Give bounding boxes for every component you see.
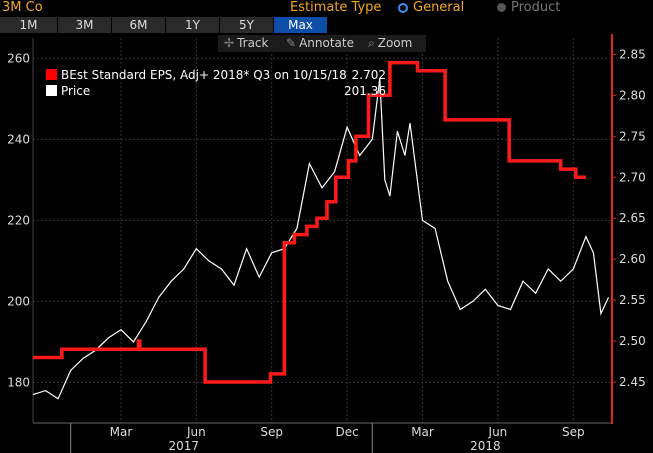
pencil-icon: ✎	[286, 36, 297, 50]
x-tick-label: Mar	[411, 425, 434, 439]
left-tick-label: 200	[7, 294, 30, 308]
x-year-label: 2017	[169, 439, 200, 453]
x-tick-label: Jun	[186, 425, 206, 439]
legend-price: Price 201.36	[46, 84, 386, 98]
right-tick-label: 2.75	[619, 129, 646, 143]
radio-product-icon[interactable]	[497, 3, 506, 12]
estimate-type-label: Estimate Type	[290, 0, 382, 15]
right-tick-label: 2.65	[619, 211, 646, 225]
tab-1y[interactable]: 1Y	[166, 17, 219, 33]
x-tick-label: Sep	[562, 425, 585, 439]
range-tabs: 1M 3M 6M 1Y 5Y Max	[0, 17, 328, 34]
left-tick-label: 240	[7, 132, 30, 146]
x-tick-label: Dec	[336, 425, 359, 439]
right-tick-label: 2.50	[619, 334, 646, 348]
legend-eps-name: BEst Standard EPS, Adj+ 2018* Q3 on 10/1…	[61, 68, 347, 82]
legend-price-swatch	[46, 85, 57, 96]
left-tick-label: 180	[7, 375, 30, 389]
magnifier-icon: ⌕	[368, 36, 375, 50]
tab-1m[interactable]: 1M	[0, 17, 57, 33]
right-tick-label: 2.80	[619, 88, 646, 102]
zoom-tool[interactable]: ⌕ Zoom	[368, 36, 412, 51]
x-tick-label: Mar	[110, 425, 133, 439]
radio-general-icon[interactable]	[398, 3, 408, 13]
tab-max[interactable]: Max	[274, 17, 327, 33]
eps-series-line	[33, 60, 586, 384]
right-tick-label: 2.60	[619, 252, 646, 266]
security-title: 3M Co	[2, 0, 43, 15]
left-tick-label: 220	[7, 213, 30, 227]
header-bar: 3M Co Estimate Type General Product	[0, 0, 653, 17]
tab-5y[interactable]: 5Y	[220, 17, 273, 33]
zoom-label: Zoom	[377, 36, 413, 50]
x-tick-label: Sep	[260, 425, 283, 439]
x-tick-label: Jun	[488, 425, 508, 439]
right-tick-label: 2.85	[619, 47, 646, 61]
crosshair-icon: ✢	[224, 36, 235, 50]
chart-toolbar: ✢ Track ✎ Annotate ⌕ Zoom	[218, 35, 426, 52]
legend-price-value: 201.36	[344, 84, 386, 98]
legend-price-name: Price	[61, 84, 91, 98]
annotate-tool[interactable]: ✎ Annotate	[286, 36, 354, 51]
right-tick-label: 2.45	[619, 375, 646, 389]
right-tick-label: 2.55	[619, 293, 646, 307]
right-tick-label: 2.70	[619, 170, 646, 184]
price-series-line	[32, 78, 610, 400]
tab-6m[interactable]: 6M	[112, 17, 165, 33]
legend-eps-value: 2.702	[351, 68, 386, 82]
option-general[interactable]: General	[413, 0, 465, 15]
legend-eps-swatch	[46, 69, 57, 80]
tab-3m[interactable]: 3M	[58, 17, 111, 33]
option-product[interactable]: Product	[511, 0, 561, 15]
x-year-label: 2018	[470, 439, 501, 453]
annotate-label: Annotate	[299, 36, 354, 50]
track-label: Track	[237, 36, 269, 50]
right-axis	[611, 34, 613, 424]
left-tick-label: 260	[7, 51, 30, 65]
track-tool[interactable]: ✢ Track	[224, 36, 268, 51]
legend-eps: BEst Standard EPS, Adj+ 2018* Q3 on 10/1…	[46, 68, 386, 82]
